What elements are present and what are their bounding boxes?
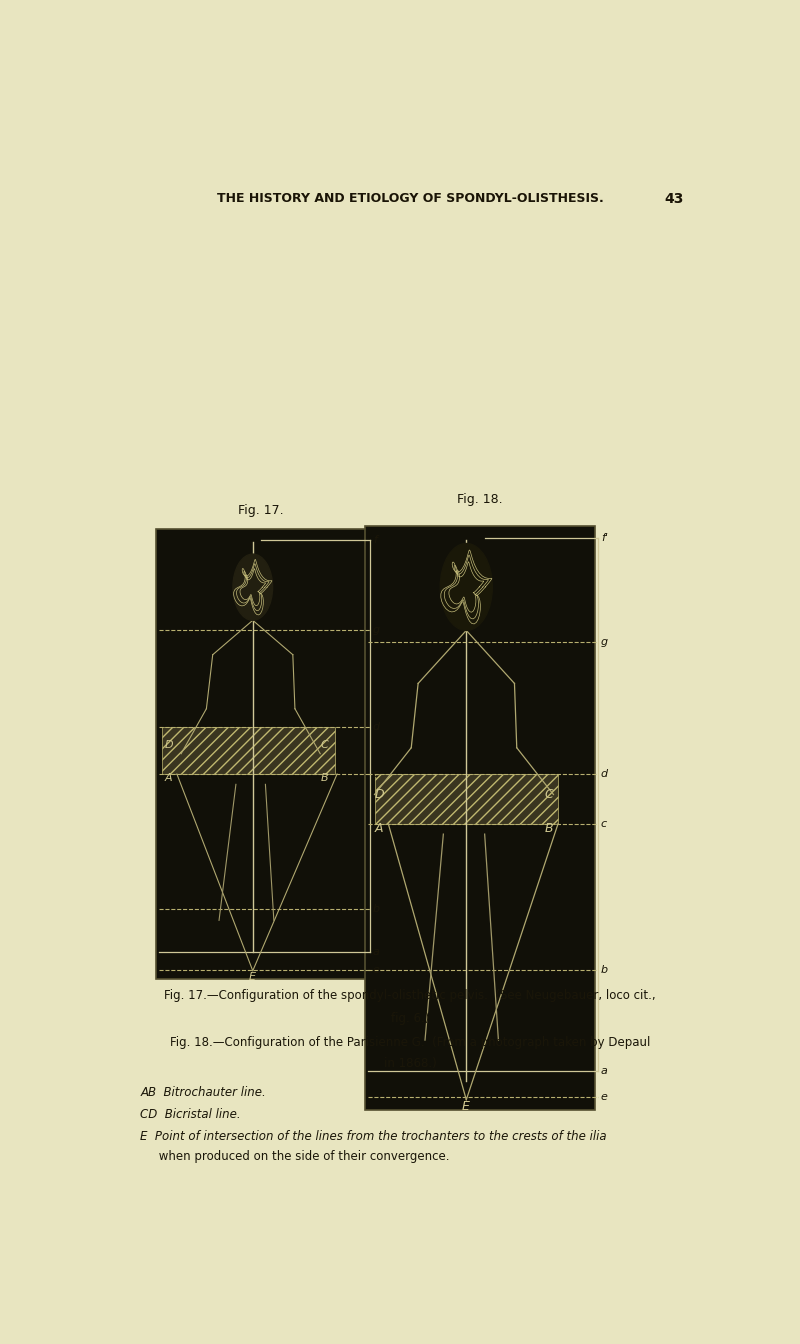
- Text: f: f: [373, 535, 377, 544]
- Text: E: E: [249, 972, 255, 981]
- Text: d: d: [373, 722, 380, 731]
- Text: 43: 43: [664, 192, 683, 206]
- Bar: [162, 727, 335, 774]
- Text: in 1868.): in 1868.): [384, 1058, 436, 1070]
- Text: D: D: [374, 789, 384, 801]
- Text: D: D: [164, 741, 173, 750]
- Text: b: b: [601, 965, 608, 974]
- Text: when produced on the side of their convergence.: when produced on the side of their conve…: [140, 1150, 450, 1164]
- Text: b: b: [373, 905, 380, 914]
- Text: B: B: [544, 823, 553, 836]
- Text: THE HISTORY AND ETIOLOGY OF SPONDYL-OLISTHESIS.: THE HISTORY AND ETIOLOGY OF SPONDYL-OLIS…: [217, 192, 603, 206]
- Text: g: g: [373, 625, 380, 634]
- Text: e: e: [373, 965, 380, 974]
- Bar: [374, 774, 558, 824]
- Text: Fig. 18.—Configuration of the Parisienne G.  (From a photograph taken by Depaul: Fig. 18.—Configuration of the Parisienne…: [170, 1036, 650, 1050]
- Text: fig. 6.): fig. 6.): [391, 1012, 429, 1024]
- Text: CD  Bicristal line.: CD Bicristal line.: [140, 1107, 241, 1121]
- Text: E: E: [462, 1101, 470, 1113]
- Text: C: C: [320, 741, 328, 750]
- Text: c: c: [373, 769, 379, 780]
- Text: Fig. 18.: Fig. 18.: [458, 493, 503, 507]
- Text: c: c: [601, 818, 607, 829]
- Text: Fig. 17.—Configuration of the spondyl-olisthetic pelvis.  (See Neugebauer, loco : Fig. 17.—Configuration of the spondyl-ol…: [164, 989, 656, 1001]
- Text: AB  Bitrochauter line.: AB Bitrochauter line.: [140, 1086, 266, 1099]
- Circle shape: [233, 554, 273, 621]
- Text: A: A: [374, 823, 383, 836]
- Text: B: B: [320, 773, 328, 784]
- Text: d: d: [601, 769, 608, 780]
- Bar: [366, 526, 594, 1110]
- Text: a: a: [601, 1066, 608, 1075]
- Text: E  Point of intersection of the lines from the trochanters to the crests of the : E Point of intersection of the lines fro…: [140, 1130, 607, 1142]
- Text: e: e: [601, 1093, 608, 1102]
- Text: Fig. 17.: Fig. 17.: [238, 504, 284, 516]
- Text: f': f': [601, 534, 608, 543]
- Text: a: a: [373, 946, 380, 957]
- Text: A: A: [164, 773, 172, 784]
- Bar: [156, 528, 366, 978]
- Text: C: C: [544, 789, 553, 801]
- Circle shape: [440, 543, 492, 630]
- Text: g: g: [601, 637, 608, 648]
